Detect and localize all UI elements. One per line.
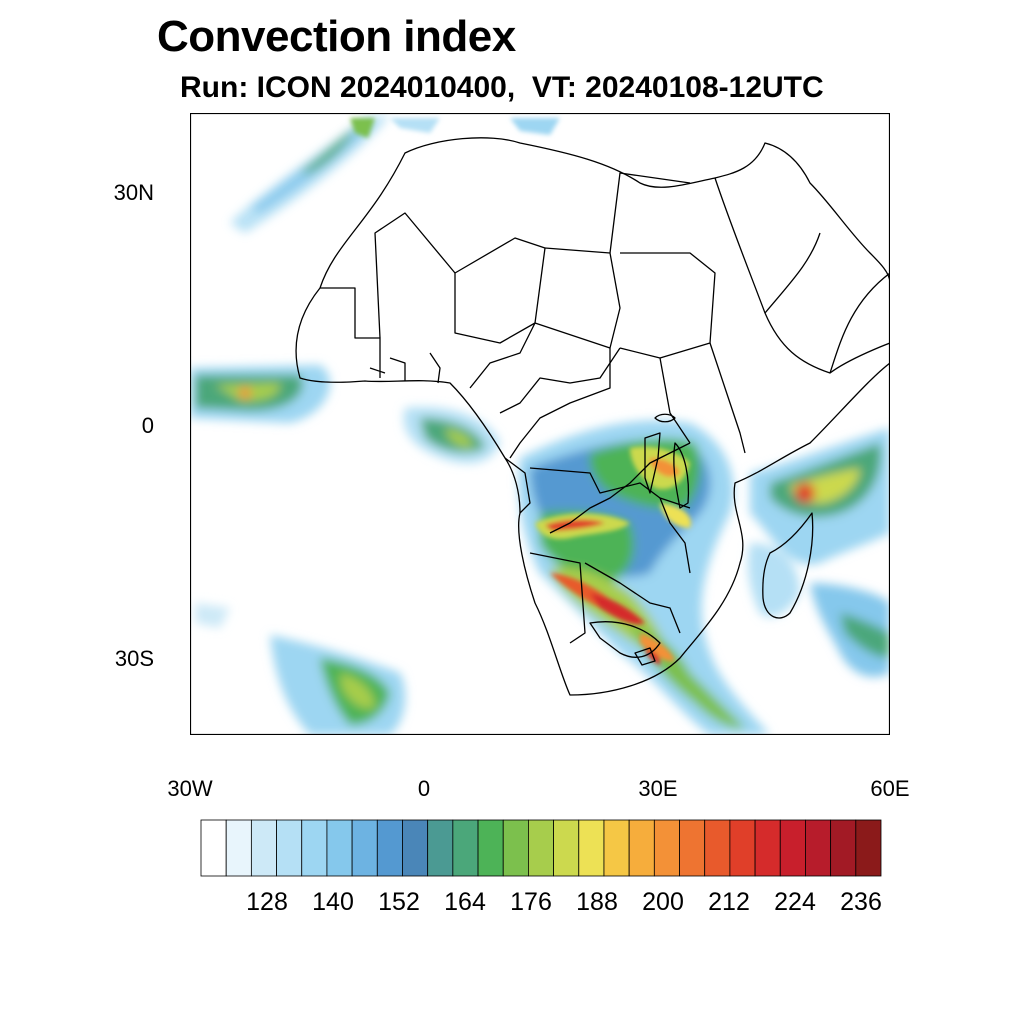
lon-label-60e: 60E xyxy=(870,776,910,801)
colorbar-swatch xyxy=(578,819,605,877)
colorbar-label: 164 xyxy=(444,888,486,916)
colorbar-swatch xyxy=(805,819,832,877)
colorbar-swatch xyxy=(704,819,731,877)
lat-label-30s: 30S xyxy=(114,646,154,671)
colorbar-swatch xyxy=(427,819,454,877)
colorbar-label: 176 xyxy=(510,888,552,916)
colorbar-swatch xyxy=(402,819,429,877)
colorbar-label: 212 xyxy=(708,888,750,916)
colorbar-label: 128 xyxy=(246,888,288,916)
colorbar-swatch xyxy=(452,819,479,877)
colorbar-label: 188 xyxy=(576,888,618,916)
colorbar-swatch xyxy=(276,819,303,877)
colorbar-label: 152 xyxy=(378,888,420,916)
colorbar-swatch xyxy=(225,819,252,877)
colorbar-swatch xyxy=(855,819,882,877)
colorbar-swatch xyxy=(729,819,756,877)
colorbar-swatch xyxy=(830,819,857,877)
colorbar-swatch xyxy=(326,819,353,877)
colorbar-label: 200 xyxy=(642,888,684,916)
colorbar-swatch xyxy=(502,819,529,877)
lon-label-30w: 30W xyxy=(167,776,213,801)
colorbar-swatch xyxy=(351,819,378,877)
colorbar-swatch xyxy=(477,819,504,877)
lon-label-30e: 30E xyxy=(638,776,678,801)
colorbar-swatch xyxy=(653,819,680,877)
run-info-subtitle: Run: ICON 2024010400, VT: 20240108-12UTC xyxy=(180,71,824,104)
map-frame xyxy=(190,113,890,735)
colorbar-swatch xyxy=(628,819,655,877)
lon-label-0: 0 xyxy=(417,776,431,801)
colorbar-swatch xyxy=(200,819,227,877)
coastline-borders xyxy=(295,137,890,696)
colorbar xyxy=(200,819,882,877)
colorbar-swatch xyxy=(301,819,328,877)
colorbar-swatch xyxy=(603,819,630,877)
colorbar-swatch xyxy=(376,819,403,877)
colorbar-label: 236 xyxy=(840,888,882,916)
map-title: Convection index xyxy=(157,12,516,61)
colorbar-swatch xyxy=(250,819,277,877)
convection-field xyxy=(190,115,890,735)
colorbar-swatch xyxy=(528,819,555,877)
colorbar-label: 224 xyxy=(774,888,816,916)
lat-label-30n: 30N xyxy=(113,180,154,205)
colorbar-swatch xyxy=(779,819,806,877)
convection-map xyxy=(190,113,890,735)
colorbar-swatch xyxy=(679,819,706,877)
colorbar-swatch xyxy=(553,819,580,877)
colorbar-swatch xyxy=(754,819,781,877)
lat-label-0: 0 xyxy=(141,413,154,438)
colorbar-label: 140 xyxy=(312,888,354,916)
